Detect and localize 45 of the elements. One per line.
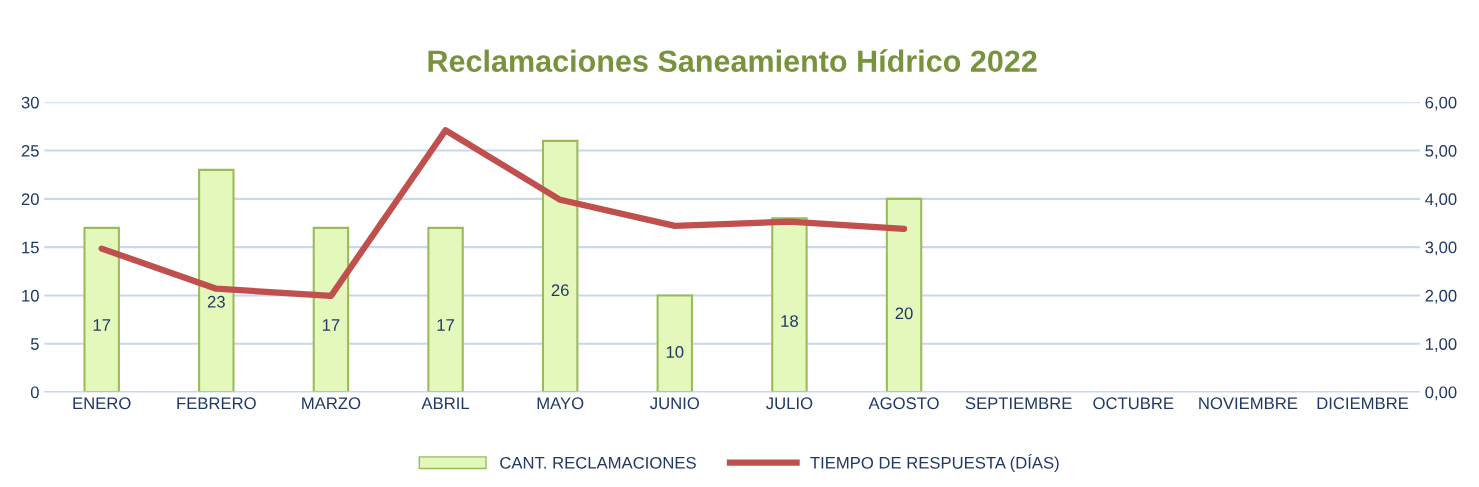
bar bbox=[198, 168, 235, 393]
legend-label: CANT. RECLAMACIONES bbox=[500, 456, 696, 469]
x-tick-label: MARZO bbox=[302, 397, 361, 410]
data-label: 20 bbox=[895, 307, 913, 320]
x-tick-label: MAYO bbox=[537, 397, 584, 410]
bar bbox=[83, 226, 120, 393]
y-tick-label: 0 bbox=[30, 386, 39, 399]
y2-tick-label: 5,00 bbox=[1425, 144, 1457, 159]
legend-label: TIEMPO DE RESPUESTA (DÍAS) bbox=[810, 454, 1059, 472]
y2-tick-label: 4,00 bbox=[1425, 193, 1457, 208]
x-tick-label: JUNIO bbox=[650, 397, 699, 410]
y-tick-label: 10 bbox=[22, 289, 39, 302]
y2-tick-label: 3,00 bbox=[1425, 241, 1457, 256]
data-label: 18 bbox=[781, 315, 798, 327]
x-tick-label: ENERO bbox=[73, 397, 131, 410]
bar bbox=[656, 294, 694, 393]
data-label: 17 bbox=[437, 319, 454, 331]
x-tick-label: AGOSTO bbox=[868, 397, 939, 410]
data-label: 17 bbox=[322, 319, 340, 331]
x-tick-label: ABRIL bbox=[421, 397, 470, 409]
x-tick-label: NOVIEMBRE bbox=[1199, 397, 1298, 410]
chart-title: Reclamaciones Saneamiento Hídrico 2022 bbox=[428, 49, 1037, 73]
bar bbox=[771, 217, 808, 393]
bar bbox=[541, 139, 579, 393]
y-tick-label: 30 bbox=[21, 96, 39, 109]
bar bbox=[427, 226, 464, 393]
x-tick-label: JULIO bbox=[766, 397, 813, 410]
bar bbox=[312, 226, 350, 393]
y-tick-label: 5 bbox=[30, 338, 39, 350]
x-tick-label: FEBRERO bbox=[177, 397, 256, 410]
data-label: 23 bbox=[207, 295, 225, 308]
y2-tick-label: 1,00 bbox=[1425, 338, 1457, 352]
data-label: 10 bbox=[666, 346, 684, 358]
y-tick-label: 25 bbox=[21, 144, 39, 157]
data-label: 26 bbox=[551, 284, 569, 297]
x-tick-label: OCTUBRE bbox=[1093, 397, 1174, 410]
bar bbox=[885, 197, 923, 393]
y-tick-label: 20 bbox=[21, 193, 39, 206]
y-tick-label: 15 bbox=[22, 241, 39, 254]
x-tick-label: SEPTIEMBRE bbox=[965, 397, 1072, 410]
y2-tick-label: 0,00 bbox=[1425, 386, 1457, 401]
x-tick-label: DICIEMBRE bbox=[1317, 397, 1409, 410]
y2-tick-label: 2,00 bbox=[1425, 289, 1457, 304]
data-label: 17 bbox=[93, 319, 111, 331]
y2-tick-label: 6,00 bbox=[1425, 96, 1457, 111]
